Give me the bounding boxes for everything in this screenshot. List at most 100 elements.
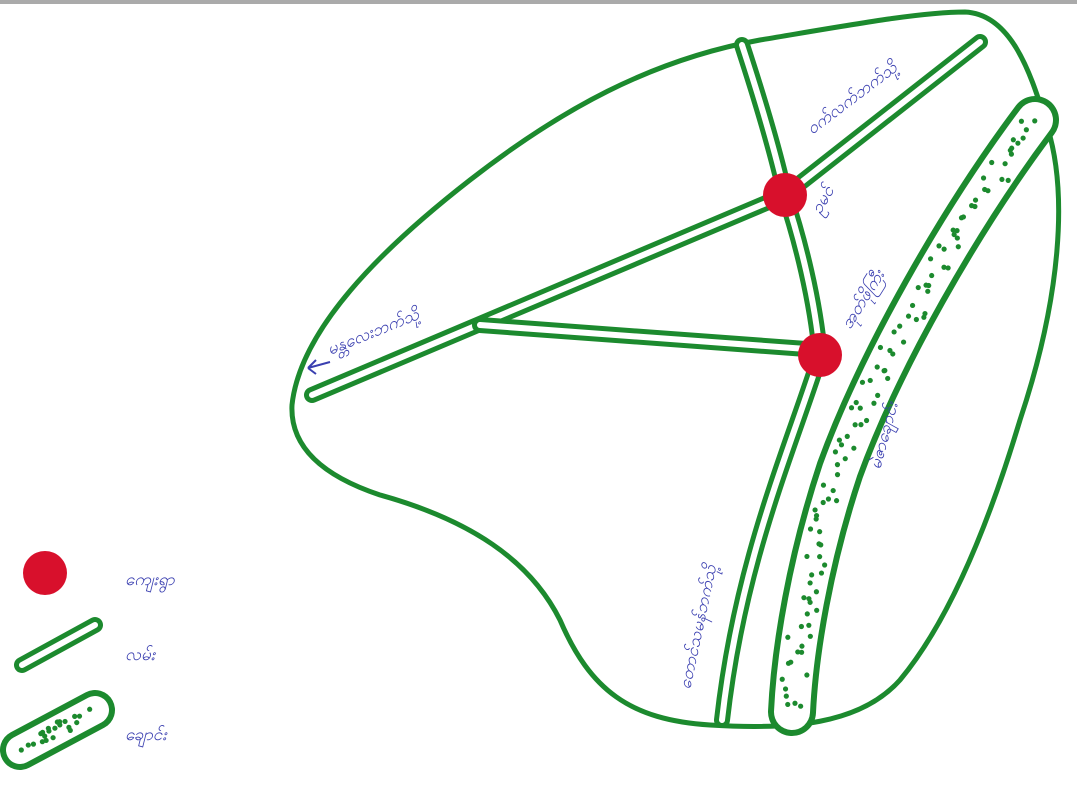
stream-dot [52, 725, 58, 731]
stream-dot [844, 433, 850, 439]
stream-dot [960, 214, 967, 220]
stream-dot [18, 747, 24, 753]
stream-dot [39, 739, 45, 745]
stream-dot [853, 399, 859, 406]
stream-dot [30, 741, 37, 747]
stream-dot [921, 314, 927, 320]
stream-dot [848, 405, 855, 411]
stream-dot [929, 272, 935, 279]
stream-dot [42, 733, 48, 739]
village-label: ဥမင် [807, 180, 843, 220]
stream-dot [62, 718, 68, 725]
stream-dot [972, 197, 979, 203]
stream-dot [927, 256, 934, 262]
stream-dot [915, 284, 921, 291]
stream-dot [989, 159, 995, 166]
stream-dot [877, 344, 884, 351]
stream-dot [795, 649, 801, 655]
stream-dot [807, 580, 813, 586]
stream-dot [885, 375, 891, 382]
stream-dot [913, 316, 919, 323]
stream-dot [818, 570, 825, 576]
stream-dot [779, 676, 785, 682]
stream-dot [972, 203, 978, 210]
stream-dot [813, 516, 819, 522]
stream-dot [941, 246, 947, 252]
stream-dot [980, 175, 987, 181]
stream-dot [836, 437, 842, 443]
stream-dot [72, 713, 78, 719]
stream-dot [798, 703, 804, 709]
stream-dot [804, 611, 810, 617]
stream-dot [817, 529, 823, 535]
village-dot [763, 173, 807, 217]
stream-dot [1008, 151, 1015, 157]
stream-dot [852, 422, 858, 428]
stream-dot [875, 392, 881, 398]
stream-dot [999, 176, 1005, 183]
stream-dot [1002, 161, 1008, 167]
stream-dot [834, 472, 841, 478]
stream-dot [858, 422, 864, 428]
stream-dot [950, 227, 956, 233]
stream-dot [25, 742, 31, 748]
area-outline [289, 9, 1062, 730]
stream-dot [782, 686, 789, 692]
stream-dot [834, 462, 841, 468]
stream-dot [951, 231, 957, 238]
stream-dot [45, 725, 51, 731]
stream-dot [799, 643, 805, 649]
stream-dot [925, 288, 931, 294]
stream-dot [955, 244, 961, 250]
stream-dot [807, 599, 813, 605]
stream-dot [807, 633, 813, 639]
stream-dot [74, 719, 80, 726]
stream-dot [897, 323, 903, 329]
stream-dot [825, 496, 832, 502]
stream-dot [936, 243, 942, 249]
stream-dot [890, 351, 896, 357]
stream-dot [813, 589, 820, 595]
stream-dot [806, 622, 812, 628]
arrow [307, 359, 331, 375]
stream-dot [954, 228, 960, 234]
village-dot [798, 333, 842, 377]
stream-dot [1032, 118, 1038, 124]
stream-dot [814, 607, 820, 613]
stream-dot [923, 282, 929, 288]
stream-dot [1005, 177, 1011, 183]
stream-dot [820, 482, 827, 488]
stream-dot [785, 634, 791, 640]
road-label: တောင်သမန်ဘက်သို့ [675, 561, 724, 692]
stream-dot [857, 405, 863, 411]
legend-label: ချောင်း [125, 725, 168, 748]
stream-dot [66, 724, 72, 730]
stream-dot [945, 265, 951, 271]
stream-dot [792, 700, 798, 706]
legend: ကျေးရွာ လမ်း ချောင်း [0, 551, 176, 770]
stream-dot [39, 729, 46, 735]
stream-dot [859, 379, 866, 385]
stream-dot [842, 456, 848, 462]
stream-dot [801, 595, 807, 601]
stream-dot [812, 507, 818, 513]
stream-dot [900, 339, 907, 345]
stream-dot [1020, 135, 1026, 141]
stream-dot [863, 417, 870, 424]
stream-dot [799, 649, 805, 655]
stream-dot [871, 400, 877, 406]
stream-dot [788, 659, 794, 665]
legend-label: လမ်း [125, 645, 157, 665]
stream-dot [820, 499, 826, 506]
stream-dot [830, 487, 836, 494]
stream-dot [785, 701, 791, 708]
stream [768, 96, 1059, 736]
stream-dot [822, 562, 828, 568]
stream-dot [941, 264, 947, 270]
stream-dot [954, 235, 960, 241]
road-label: ဝက်လက်ဘက်သို့ [803, 57, 905, 142]
stream-dot [816, 541, 822, 547]
stream-dot [887, 347, 893, 354]
stream-dot [985, 188, 991, 194]
